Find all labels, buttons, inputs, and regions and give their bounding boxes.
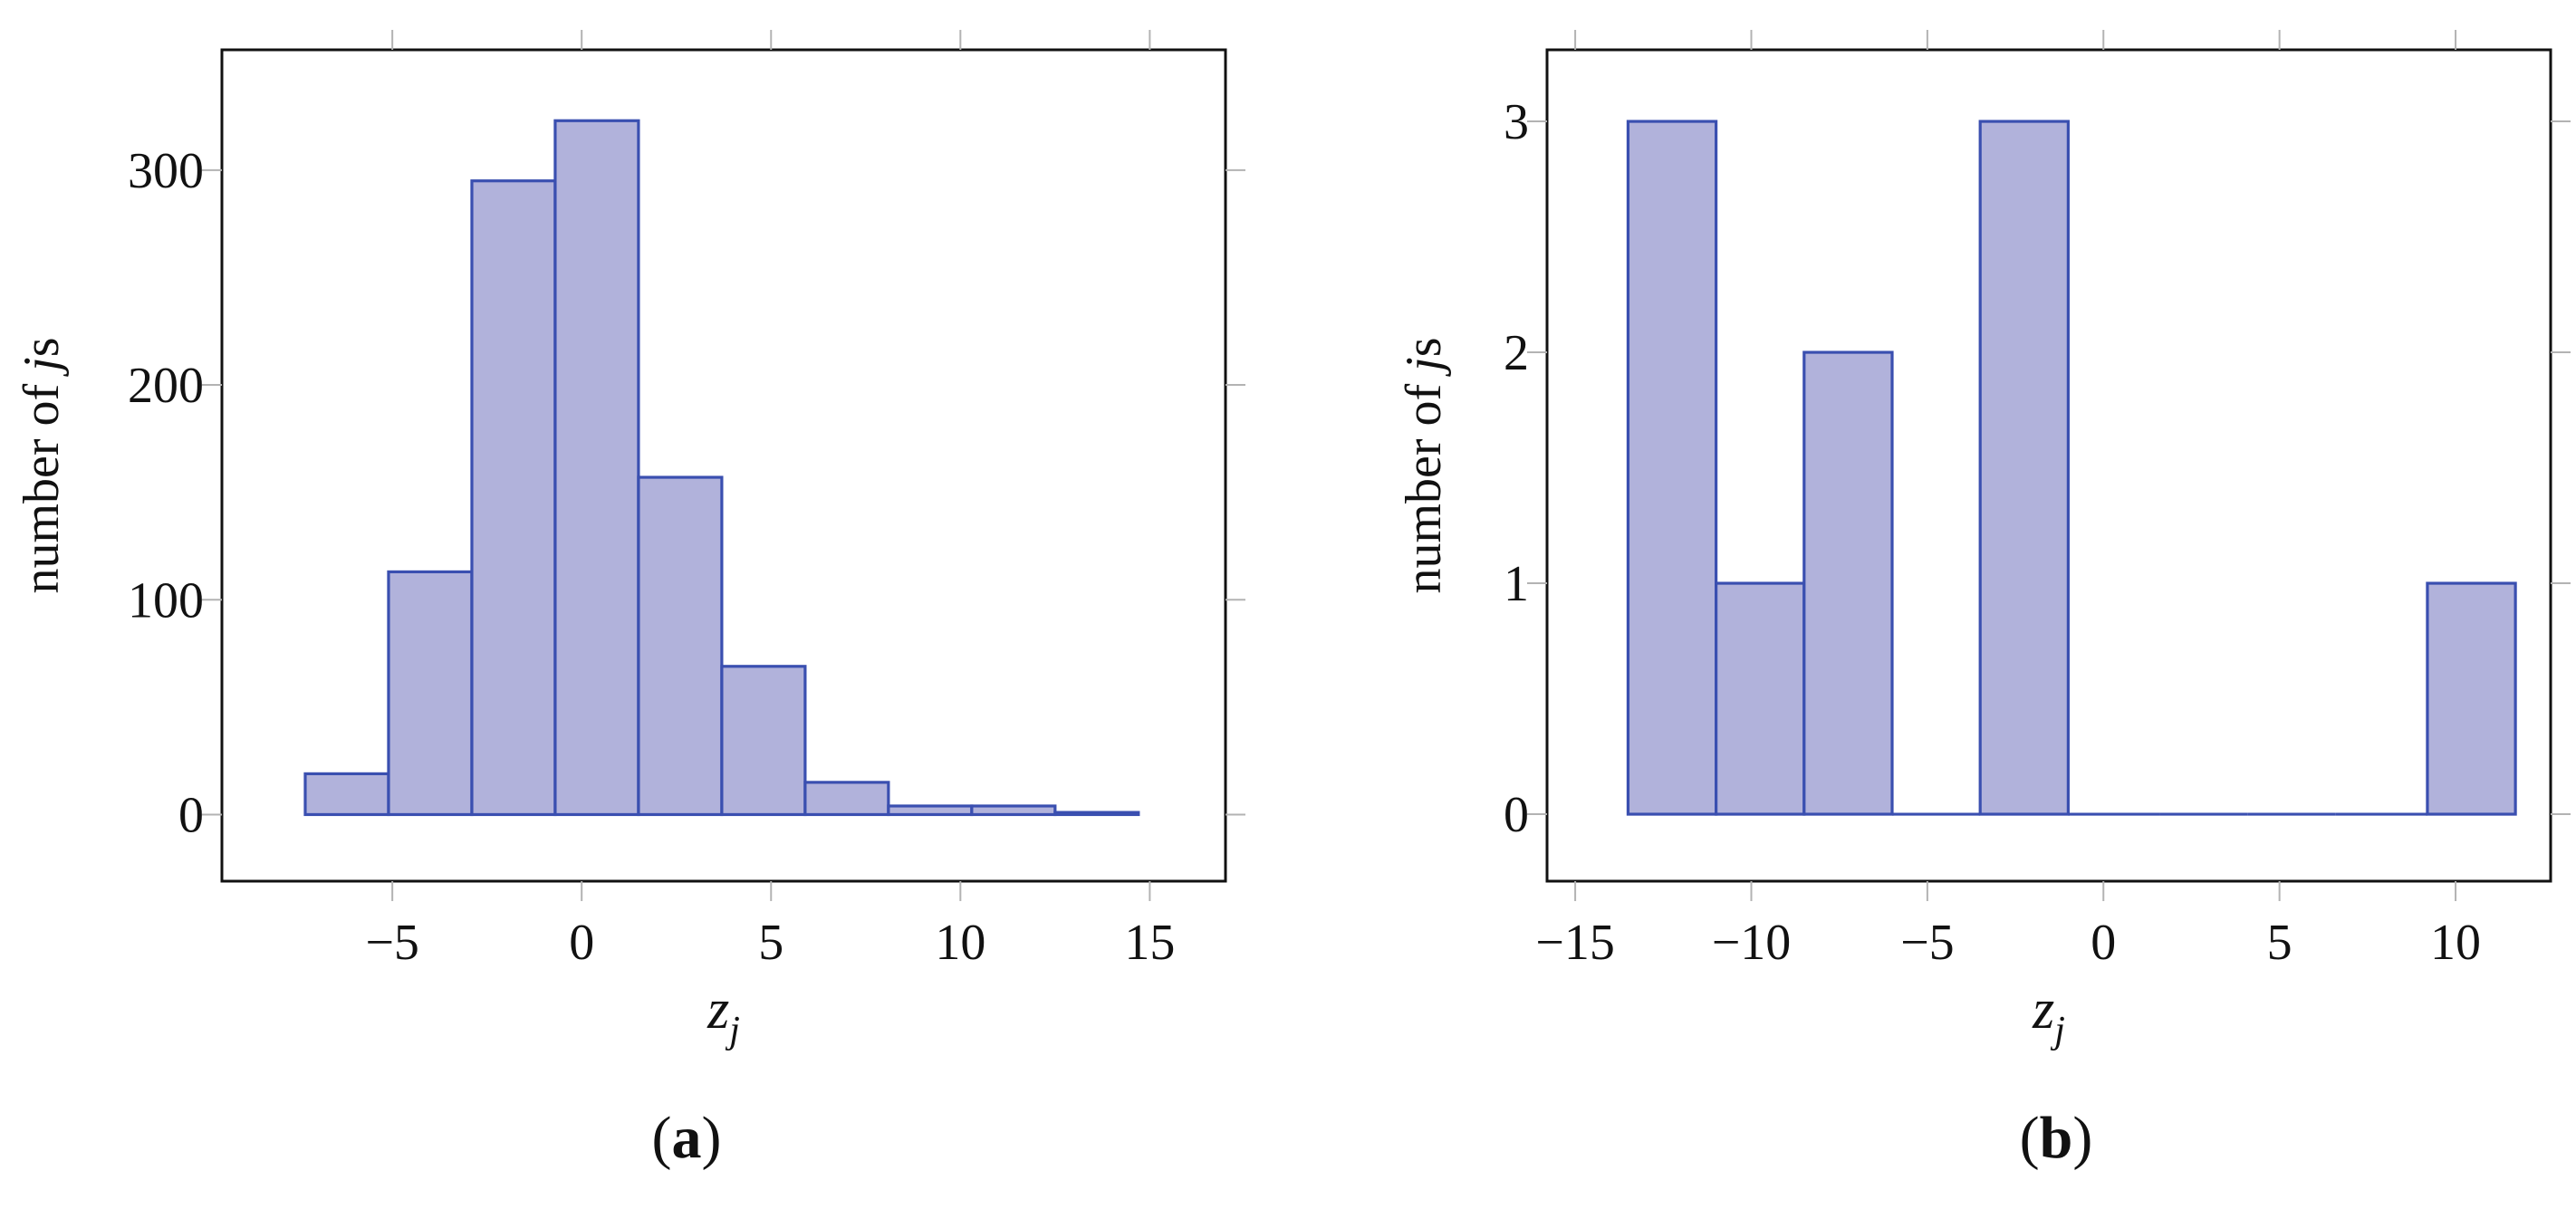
histogram-bar: [1053, 811, 1140, 817]
y-axis-label: number of js: [14, 337, 70, 593]
x-tick-label: 10: [2430, 915, 2481, 971]
x-tick-label: −5: [365, 915, 419, 971]
y-tick-label: 300: [128, 143, 204, 199]
plot-frame: [1545, 48, 2552, 883]
histogram-bar: [387, 570, 474, 817]
histogram-bar: [1626, 120, 1718, 816]
y-tick-label: 100: [128, 572, 204, 628]
histogram-bar: [720, 665, 807, 817]
y-axis-label-suffix: s: [1396, 337, 1452, 357]
y-axis-label-italic: j: [1396, 357, 1452, 377]
y-axis-label-prefix: number of: [14, 371, 70, 594]
y-tick-label: 3: [1504, 94, 1529, 150]
y-tick-label: 0: [1504, 787, 1529, 843]
x-tick-label: −5: [1900, 915, 1955, 971]
x-axis-label: zj: [706, 979, 740, 1051]
x-tick-label: 5: [758, 915, 783, 971]
y-tick-label: 200: [128, 358, 204, 414]
histogram-bar: [470, 179, 557, 817]
x-axis-label-subscript: j: [725, 1010, 740, 1051]
y-axis-label-suffix: s: [14, 337, 70, 357]
histogram-bar: [2426, 581, 2517, 816]
histogram-bar: [803, 781, 890, 817]
caption-open-paren: (: [652, 1105, 672, 1171]
caption-close-paren: ): [2072, 1105, 2092, 1171]
plot-frame: [220, 48, 1227, 883]
y-tick-label: 0: [178, 787, 204, 843]
caption-open-paren: (: [2020, 1105, 2040, 1171]
x-tick-label: 10: [935, 915, 985, 971]
panel-caption: (b): [2020, 1105, 2093, 1171]
histogram-bar: [637, 475, 724, 817]
x-tick-label: 0: [2091, 915, 2116, 971]
x-axis-label-base: z: [706, 979, 729, 1041]
histogram-bar: [970, 804, 1057, 817]
y-axis-label: number of js: [1396, 337, 1452, 593]
histogram-bar: [887, 804, 974, 817]
histogram-bar: [1715, 581, 1806, 816]
x-axis-label-base: z: [2032, 979, 2054, 1041]
caption-close-paren: ): [702, 1105, 722, 1171]
panel-caption: (a): [652, 1105, 722, 1171]
histogram-bar: [1978, 120, 2070, 816]
y-tick-label: 2: [1504, 325, 1529, 381]
x-axis-label: zj: [2032, 979, 2065, 1051]
x-tick-label: 15: [1124, 915, 1175, 971]
x-tick-label: −15: [1535, 915, 1615, 971]
histogram-bar: [303, 772, 390, 817]
y-tick-label: 1: [1504, 556, 1529, 612]
x-axis-label-subscript: j: [2050, 1010, 2065, 1051]
caption-letter: a: [672, 1105, 702, 1171]
x-tick-label: −10: [1712, 915, 1792, 971]
histogram-bar: [1802, 350, 1894, 816]
caption-letter: b: [2040, 1105, 2073, 1171]
y-axis-label-italic: j: [14, 357, 70, 377]
x-tick-label: 0: [569, 915, 594, 971]
y-axis-label-prefix: number of: [1396, 371, 1452, 594]
histogram-bar: [553, 119, 640, 817]
x-tick-label: 5: [2267, 915, 2292, 971]
